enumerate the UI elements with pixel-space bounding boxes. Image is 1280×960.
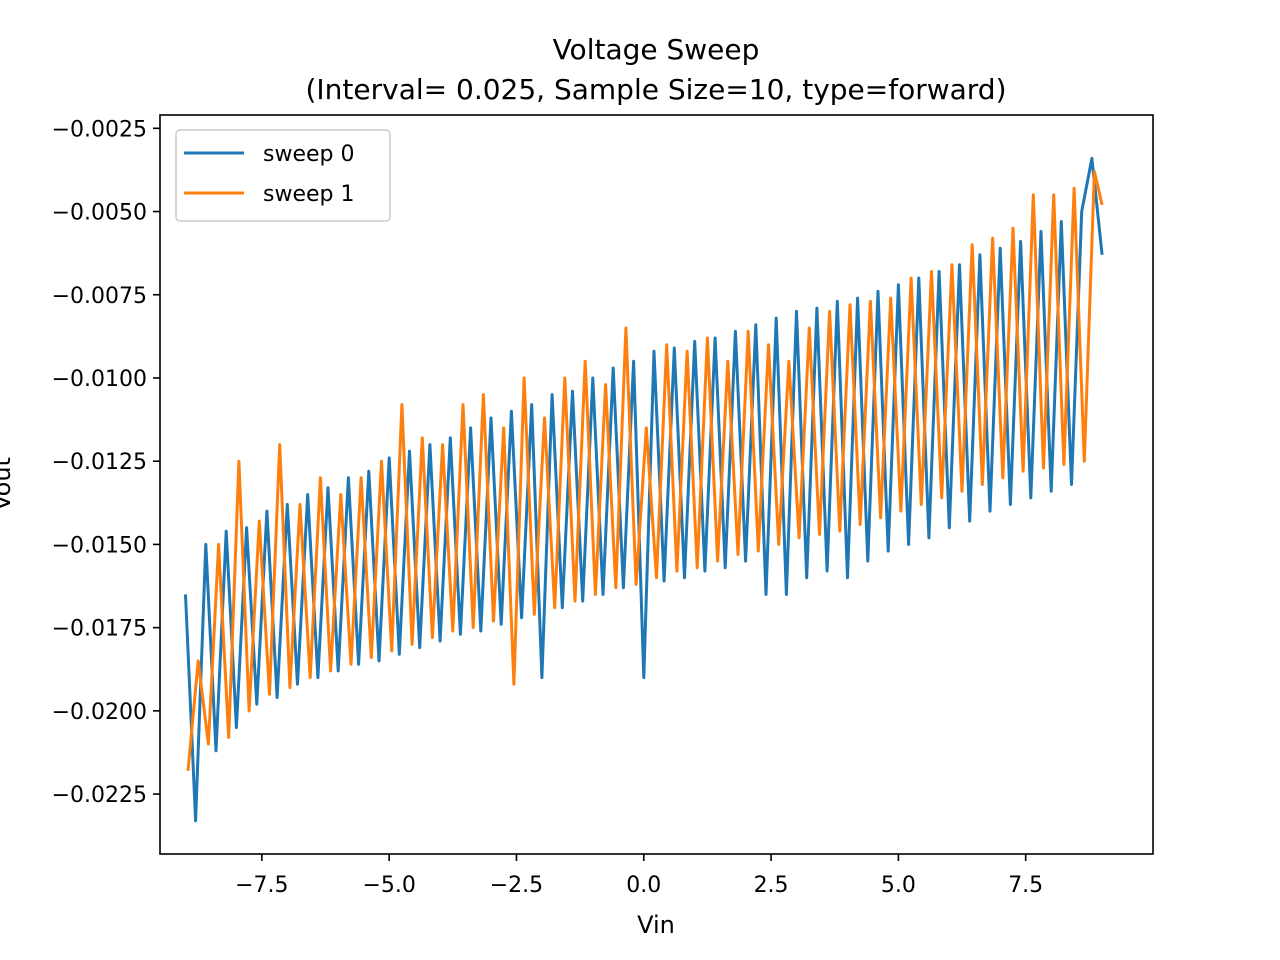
y-tick-label: −0.0150	[52, 533, 147, 558]
y-tick-label: −0.0175	[52, 617, 147, 642]
series-line-sweep-1	[186, 170, 1104, 771]
series-layer	[184, 156, 1104, 823]
chart-title: Voltage Sweep	[553, 33, 760, 66]
x-tick-label: 5.0	[881, 873, 916, 898]
x-tick-label: 7.5	[1008, 873, 1043, 898]
y-tick-label: −0.0225	[52, 783, 147, 808]
x-tick-label: −7.5	[235, 873, 288, 898]
x-tick-label: −5.0	[362, 873, 415, 898]
x-tick-label: 0.0	[626, 873, 661, 898]
y-tick-label: −0.0075	[52, 284, 147, 309]
y-tick-label: −0.0025	[52, 117, 147, 142]
y-tick-label: −0.0200	[52, 700, 147, 725]
y-tick-label: −0.0050	[52, 201, 147, 226]
plot-area	[159, 114, 1154, 855]
y-axis-label: Vout	[0, 457, 16, 511]
y-axis: −0.0025 −0.0050 −0.0075 −0.0100 −0.0125 −0.01…	[52, 117, 160, 808]
x-tick-label: 2.5	[754, 873, 789, 898]
x-axis-label: Vin	[637, 911, 675, 939]
y-tick-label: −0.0125	[52, 450, 147, 475]
chart-subtitle: (Interval= 0.025, Sample Size=10, type=f…	[305, 73, 1006, 106]
y-tick-label: −0.0100	[52, 367, 147, 392]
x-axis: −7.5 −5.0 −2.5 0.0 2.5 5.0 7.5	[235, 854, 1043, 898]
series-line-sweep-0	[184, 156, 1104, 823]
axes-frame	[159, 114, 1154, 855]
x-tick-label: −2.5	[490, 873, 543, 898]
legend: sweep 0 sweep 1	[175, 129, 391, 222]
legend-label-sweep-1: sweep 1	[263, 182, 354, 207]
legend-label-sweep-0: sweep 0	[263, 142, 354, 167]
